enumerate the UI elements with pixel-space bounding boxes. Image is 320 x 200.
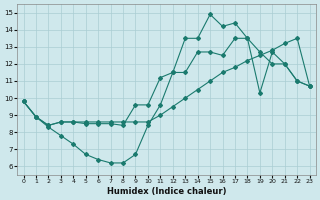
X-axis label: Humidex (Indice chaleur): Humidex (Indice chaleur) [107,187,226,196]
